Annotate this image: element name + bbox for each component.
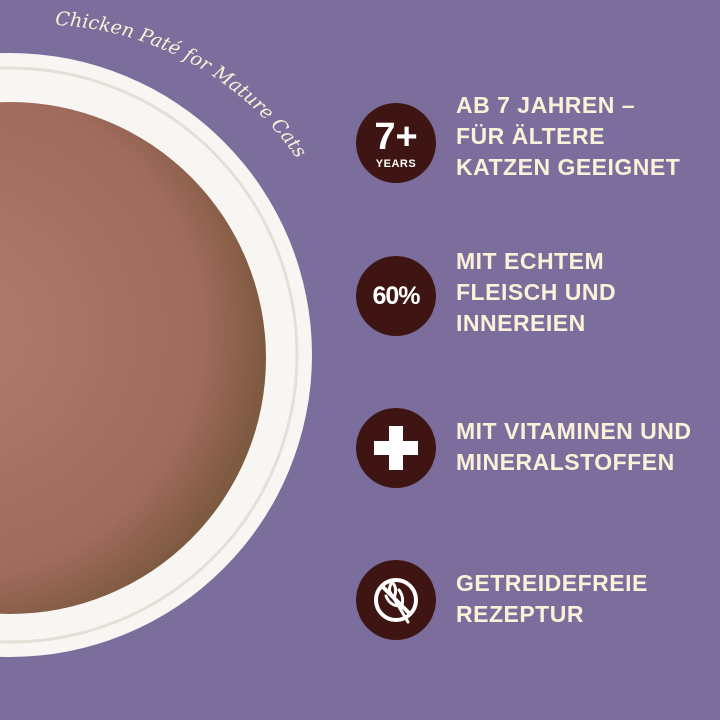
feature-text-age: AB 7 JAHREN – FÜR ÄLTERE KATZEN GEEIGNET (456, 92, 681, 180)
grain-free-icon (356, 560, 436, 640)
bowl-inner-edge (0, 66, 299, 644)
feature-text-meat: MIT ECHTEM FLEISCH UND INNEREIEN (456, 248, 617, 336)
feature-text-grainfree: GETREIDEFREIE REZEPTUR (456, 570, 648, 627)
pate-food (0, 102, 266, 614)
plus-icon (356, 408, 436, 488)
badge-main: 7+ (374, 115, 418, 158)
feature-text-vitamins: MIT VITAMINEN UND MINERALSTOFFEN (456, 418, 692, 475)
badge-main: 60% (372, 282, 420, 310)
badge-sub: YEARS (375, 157, 417, 170)
percent-badge: 60% (356, 256, 436, 336)
age-7-plus-badge: 7+ YEARS (356, 103, 436, 183)
